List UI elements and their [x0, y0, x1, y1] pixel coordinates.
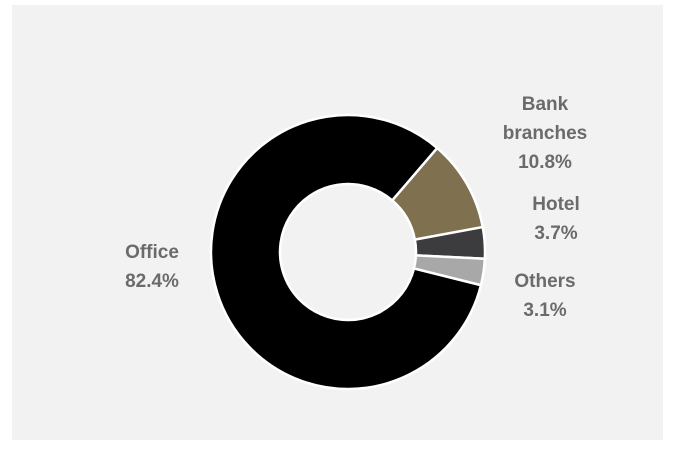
label-name: Hotel	[532, 194, 580, 215]
label: Hotel 3.7%	[496, 190, 616, 248]
label-value: 10.8%	[518, 152, 572, 173]
label: Others 3.1%	[485, 267, 605, 325]
label: Bank branches 10.8%	[490, 90, 600, 177]
label-value: 82.4%	[125, 271, 179, 292]
label-value: 3.1%	[523, 300, 567, 321]
label: Office 82.4%	[92, 238, 212, 296]
label-name: Bank branches	[502, 94, 588, 144]
donut-slice	[209, 113, 483, 391]
label-name: Office	[125, 242, 179, 263]
label-name: Others	[514, 271, 576, 292]
label-value: 3.7%	[534, 223, 578, 244]
donut-slice	[412, 254, 487, 287]
